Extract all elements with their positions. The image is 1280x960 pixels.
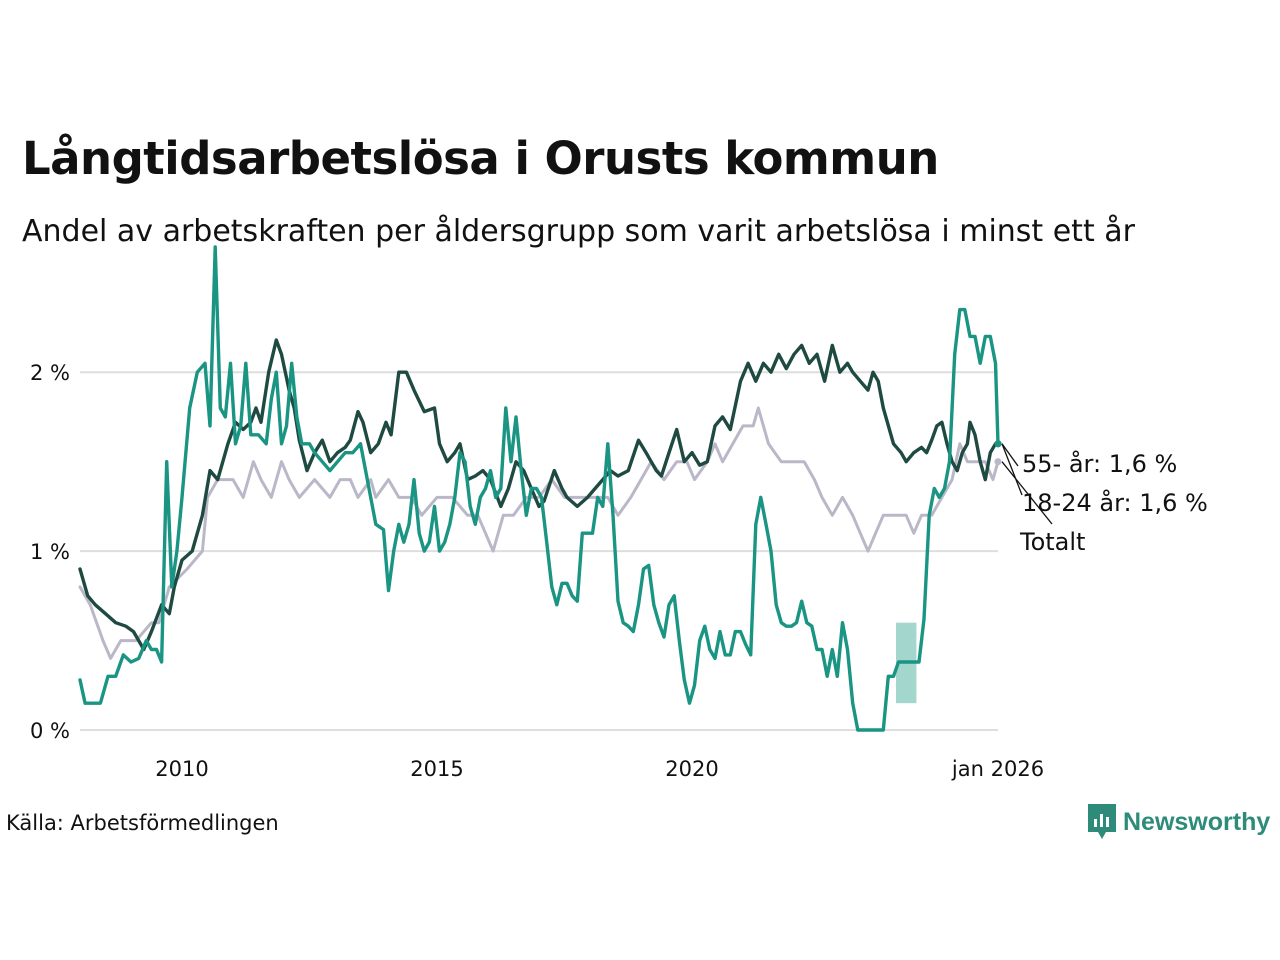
label-leader-line: [1001, 461, 1053, 525]
y-tick-label: 2 %: [30, 361, 70, 385]
series-line-totalt: [78, 406, 1000, 660]
gridlines: 0 % 1 % 2 % 2010 2015 2020 jan 2026: [30, 361, 1044, 781]
series-line-18-24-r: [78, 245, 1000, 732]
y-tick-label: 1 %: [30, 540, 70, 564]
label-layer: Totalt 55- år: 1,6 % 18-24 år: 1,6 %: [1019, 449, 1208, 556]
source-note: Källa: Arbetsförmedlingen: [6, 811, 279, 835]
brand-name: Newsworthy: [1123, 807, 1271, 836]
series-end-label: 55- år: 1,6 %: [1022, 449, 1177, 478]
x-tick-label: jan 2026: [951, 757, 1044, 781]
label-leader-layer: [1001, 443, 1053, 525]
y-tick-label: 0 %: [30, 719, 70, 743]
series-end-point: [994, 440, 1002, 448]
x-tick-label: 2020: [665, 757, 718, 781]
newsworthy-logo-icon: [1088, 804, 1116, 839]
chart-title: Långtidsarbetslösa i Orusts kommun: [22, 132, 939, 185]
series-layer: [78, 245, 1002, 732]
label-leader-line: [1001, 443, 1023, 496]
x-tick-label: 2010: [155, 757, 208, 781]
series-end-label: Totalt: [1019, 528, 1085, 556]
line-chart: 0 % 1 % 2 % 2010 2015 2020 jan 2026 Totalt 55- …: [30, 245, 1208, 781]
newsworthy-logo[interactable]: Newsworthy: [1088, 804, 1270, 840]
series-end-label: 18-24 år: 1,6 %: [1022, 488, 1208, 517]
chart-subtitle: Andel av arbetskraften per åldersgrupp s…: [22, 214, 1135, 249]
x-tick-label: 2015: [410, 757, 463, 781]
series-line-55-r: [78, 338, 1000, 652]
series-end-point: [994, 458, 1002, 466]
label-leader-line: [1001, 443, 1019, 467]
